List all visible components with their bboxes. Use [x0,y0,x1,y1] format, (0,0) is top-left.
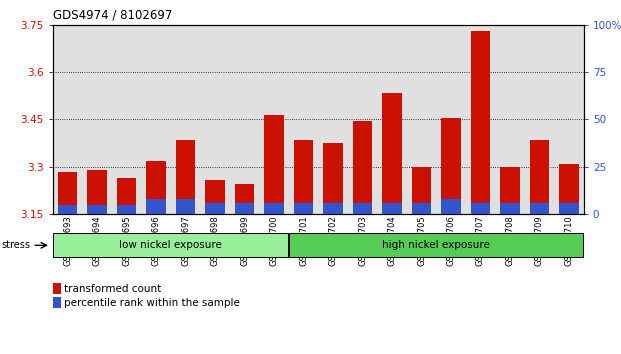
Bar [235,203,254,214]
Bar [294,203,313,214]
Bar [530,140,549,214]
FancyBboxPatch shape [289,233,583,257]
Bar [324,143,343,214]
Bar [206,180,225,214]
Bar [147,160,166,214]
Bar [88,170,107,214]
Bar [471,31,490,214]
Bar [501,167,520,214]
Bar [412,203,431,214]
Bar [412,167,431,214]
Bar [442,118,461,214]
Text: low nickel exposure: low nickel exposure [119,240,222,250]
Bar [117,205,136,214]
Bar [58,172,77,214]
Bar [265,115,284,214]
Bar [442,199,461,214]
Text: stress: stress [2,240,31,250]
Bar [383,203,402,214]
Bar [353,203,372,214]
Bar [530,203,549,214]
Bar [206,203,225,214]
Bar [324,203,343,214]
Bar [147,199,166,214]
Bar [353,121,372,214]
Bar [58,205,77,214]
Bar [176,140,195,214]
Bar [383,93,402,214]
Bar [176,199,195,214]
Text: transformed count: transformed count [64,284,161,293]
Text: GDS4974 / 8102697: GDS4974 / 8102697 [53,9,172,22]
FancyBboxPatch shape [53,233,288,257]
Bar [265,203,284,214]
Bar [471,203,490,214]
Bar [117,178,136,214]
Bar [560,203,579,214]
Bar [88,205,107,214]
Bar [560,164,579,214]
Bar [294,140,313,214]
Bar [235,184,254,214]
Text: percentile rank within the sample: percentile rank within the sample [64,298,240,308]
Bar [501,203,520,214]
Text: high nickel exposure: high nickel exposure [383,240,490,250]
